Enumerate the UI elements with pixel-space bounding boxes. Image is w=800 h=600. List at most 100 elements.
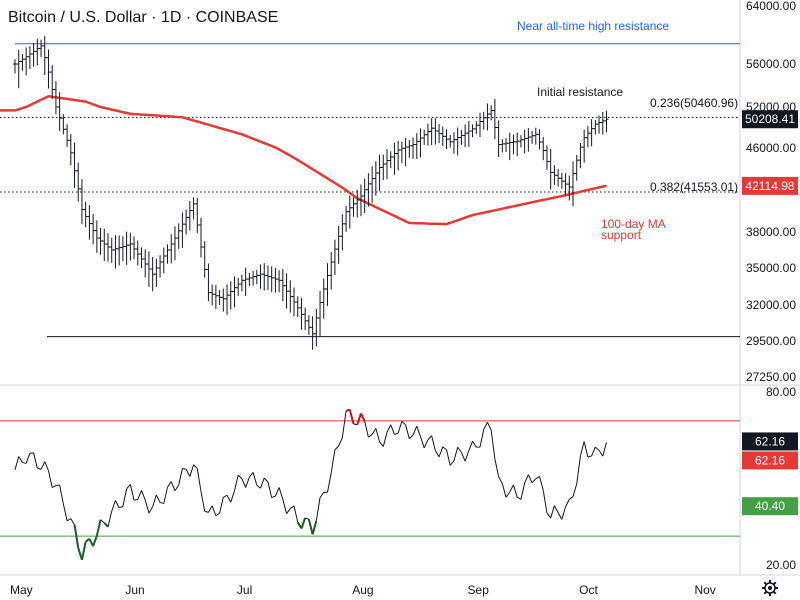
moving-average-line xyxy=(0,95,607,226)
price-axis-tick-label: 56000.00 xyxy=(746,57,796,71)
chart-title: Bitcoin / U.S. Dollar · 1D · COINBASE xyxy=(8,9,278,26)
oscillator-line-segment xyxy=(356,413,362,426)
oscillator-line-segment xyxy=(594,446,600,451)
oscillator-line-segment xyxy=(129,484,135,501)
oscillator-line-segment xyxy=(37,467,42,470)
ath-resistance-label: Near all-time high resistance xyxy=(517,19,669,33)
price-axis-tick-label: 35000.00 xyxy=(746,261,796,275)
oscillator-line-segment xyxy=(193,464,198,469)
oscillator-line-segment xyxy=(438,446,444,458)
oscillator-line-segment xyxy=(416,425,421,437)
oscillator-line-segment xyxy=(100,519,105,524)
oscillator-line-segment xyxy=(274,487,280,497)
oscillator-line-segment xyxy=(579,441,585,456)
oscillator-line-segment xyxy=(103,522,109,528)
oscillator-line-segment xyxy=(219,497,224,514)
oscillator-line-segment xyxy=(159,501,164,505)
oscillator-line-segment xyxy=(126,484,131,490)
ma-support-label-line-1: 100-day MA xyxy=(601,217,666,231)
oscillator-line-segment xyxy=(408,434,414,440)
oscillator-line-segment xyxy=(300,517,307,529)
time-axis-tick-label: Nov xyxy=(694,583,715,597)
price-axis-tick-label: 32000.00 xyxy=(746,298,796,312)
moving-average-layer xyxy=(0,95,607,226)
oscillator-line-segment xyxy=(561,506,567,520)
oscillator-line-segment xyxy=(77,547,83,561)
oscillator-line-segment xyxy=(464,450,470,462)
oscillator-line-segment xyxy=(174,484,180,492)
oscillator-line-segment xyxy=(557,512,563,520)
time-axis-tick-label: Sep xyxy=(468,583,490,597)
price-badges: 50208.41 42114.98 62.16 62.16 40.40 xyxy=(742,110,798,516)
oscillator-line-segment xyxy=(442,446,447,451)
oscillator-line-segment xyxy=(572,483,578,497)
oscillator-line-segment xyxy=(513,484,518,498)
oscillator-value-badge-bg xyxy=(742,432,798,451)
oscillator-line-segment xyxy=(245,477,250,488)
oscillator-line-segment xyxy=(446,449,451,466)
oscillator-line-segment xyxy=(33,452,38,469)
oscillator-line-segment xyxy=(326,472,332,493)
oscillator-line-segment xyxy=(252,472,258,486)
oscillator-line-segment xyxy=(14,456,20,470)
oscillator-line-segment xyxy=(509,484,514,493)
oscillator-line-segment xyxy=(148,506,154,514)
oscillator-line-segment xyxy=(390,424,395,435)
oscillator-line-segment xyxy=(457,446,462,453)
oscillator-line-segment xyxy=(546,512,552,519)
oscillator-line-segment xyxy=(397,421,403,434)
oscillator-line-segment xyxy=(114,500,120,509)
oscillator-line-segment xyxy=(427,435,433,441)
oscillator-line-segment xyxy=(111,500,116,512)
oscillator-line-segment xyxy=(348,409,355,425)
oscillator-line-segment xyxy=(233,474,239,491)
oscillator-line-segment xyxy=(230,490,235,503)
oscillator-line-segment xyxy=(66,518,72,522)
oscillator-line-segment xyxy=(568,496,574,500)
oscillator-line-segment xyxy=(553,505,559,513)
oscillator-line-segment xyxy=(286,508,291,514)
ma-support-label: 100-day MA support xyxy=(601,217,668,242)
oscillator-line-segment xyxy=(62,503,68,521)
oscillator-line-segment xyxy=(501,483,507,498)
oscillator-line-segment xyxy=(382,432,388,447)
oscillator-line-segment xyxy=(486,422,492,431)
oscillator-line-segment xyxy=(542,490,548,514)
oscillator-line-segment xyxy=(200,491,206,512)
oscillator-line-segment xyxy=(598,449,604,457)
oscillator-line-segment xyxy=(196,468,202,492)
oscillator-line-segment xyxy=(311,520,318,535)
oscillator-line-segment xyxy=(412,425,418,436)
oscillator-line-segment xyxy=(420,436,425,449)
price-axis-tick-label: 29500.00 xyxy=(746,334,796,348)
oscillator-line-segment xyxy=(92,535,98,547)
oscillator-line-segment xyxy=(341,410,347,438)
oscillator-line-segment xyxy=(282,499,288,514)
oscillator-line-segment xyxy=(483,422,488,430)
oscillator-line-segment xyxy=(401,421,406,426)
oscillator-line-segment xyxy=(565,499,570,507)
oscillator-line-segment xyxy=(505,491,511,498)
oscillator-line-segment xyxy=(44,461,49,471)
oscillator-value-badge: 62.16 xyxy=(755,434,785,448)
oscillator-line-segment xyxy=(576,455,581,484)
settings-gear-icon[interactable] xyxy=(762,580,778,596)
time-axis-tick-label: Oct xyxy=(579,583,598,597)
oscillator-line-segment xyxy=(379,441,384,447)
oscillator-line-segment xyxy=(271,495,276,499)
oscillator-line-segment xyxy=(539,476,544,491)
oscillator-line-segment xyxy=(289,505,295,509)
oscillator-axis-tick-label: 80.00 xyxy=(766,385,796,399)
oscillator-line-segment xyxy=(293,505,299,523)
oscillator-line-segment xyxy=(223,494,228,498)
oscillator-line-segment xyxy=(155,494,161,503)
fib-236-label: 0.236(50460.96) xyxy=(650,96,738,110)
ma-value-badge: 42114.98 xyxy=(745,179,794,193)
oscillator-line-segment xyxy=(260,477,265,489)
oscillator-line-segment xyxy=(307,518,314,535)
oscillator-line-segment xyxy=(241,478,247,488)
oscillator-line-segment xyxy=(137,490,142,500)
oscillator-layer xyxy=(14,408,607,561)
oscillator-line-segment xyxy=(550,505,555,519)
oscillator-line-segment xyxy=(95,519,102,537)
